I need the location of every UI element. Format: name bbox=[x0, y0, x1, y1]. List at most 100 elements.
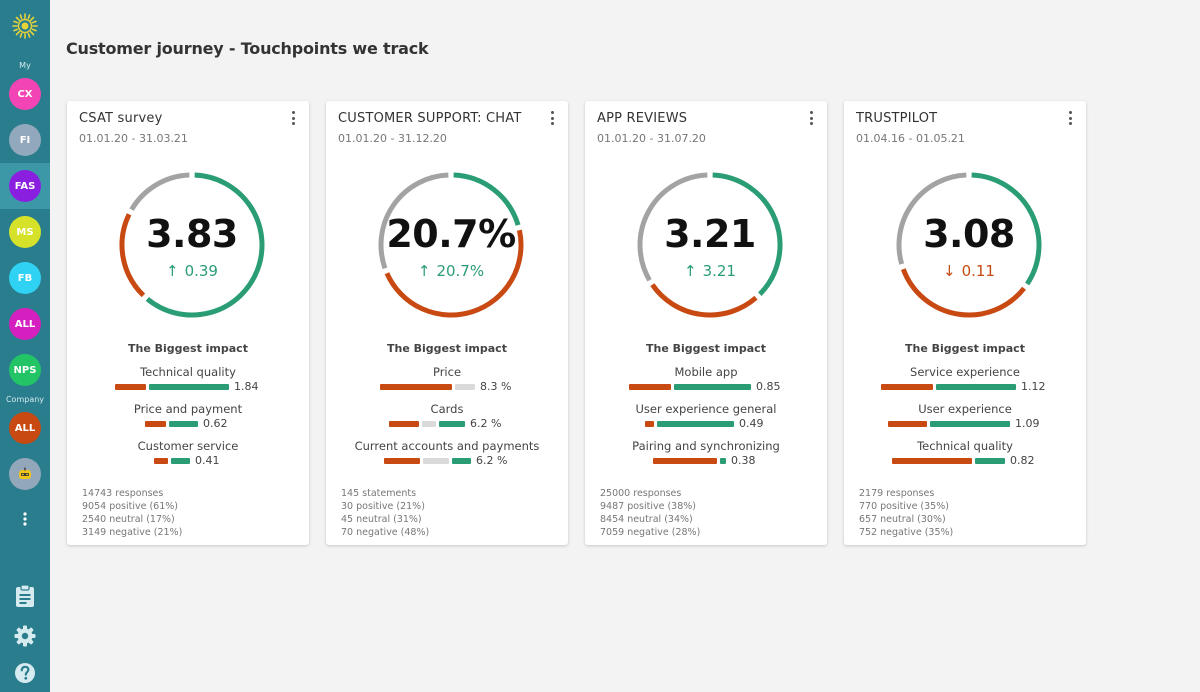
positive-bar bbox=[930, 421, 1010, 427]
stat-line: 657 neutral (30%) bbox=[859, 514, 946, 525]
sidebar-item-my-4[interactable]: FB bbox=[0, 255, 50, 301]
positive-arc bbox=[145, 172, 265, 318]
score-gauge: 3.21 ↑ 3.21 bbox=[635, 170, 785, 320]
card-date-range: 01.01.20 - 31.03.21 bbox=[79, 132, 188, 145]
card-menu-icon[interactable] bbox=[546, 110, 558, 126]
response-stats: 2179 responses 770 positive (35%) 657 neut… bbox=[859, 487, 953, 539]
driver-bars-0: 1.84 bbox=[67, 380, 309, 393]
driver-value: 0.41 bbox=[195, 454, 220, 467]
sidebar-item-label: NPS bbox=[9, 354, 41, 386]
positive-arc bbox=[453, 172, 521, 226]
card-title: CSAT survey bbox=[79, 111, 163, 126]
stat-line: 3149 negative (21%) bbox=[82, 527, 183, 538]
help-icon[interactable] bbox=[12, 660, 38, 686]
sidebar-item-label: MS bbox=[9, 216, 41, 248]
stat-line: 770 positive (35%) bbox=[859, 501, 949, 512]
touchpoint-card[interactable]: CSAT survey 01.01.20 - 31.03.21 3.83 ↑ 0.3… bbox=[67, 101, 309, 545]
negative-arc bbox=[384, 229, 524, 318]
sidebar-item-label: ALL bbox=[9, 308, 41, 340]
score-delta: ↑ 3.21 bbox=[635, 262, 785, 280]
positive-bar bbox=[452, 458, 471, 464]
touchpoint-card[interactable]: TRUSTPILOT 01.04.16 - 01.05.21 3.08 ↓ 0.11… bbox=[844, 101, 1086, 545]
sidebar-item-company-1[interactable] bbox=[0, 451, 50, 497]
score-value: 3.83 bbox=[146, 212, 238, 256]
impact-title: The Biggest impact bbox=[387, 342, 507, 355]
driver-value: 0.62 bbox=[203, 417, 228, 430]
touchpoint-card[interactable]: APP REVIEWS 01.01.20 - 31.07.20 3.21 ↑ 3.2… bbox=[585, 101, 827, 545]
negative-bar bbox=[145, 421, 166, 427]
sidebar-item-my-3[interactable]: MS bbox=[0, 209, 50, 255]
card-date-range: 01.04.16 - 01.05.21 bbox=[856, 132, 965, 145]
delta-value: 20.7% bbox=[436, 262, 485, 280]
gear-icon[interactable] bbox=[12, 623, 38, 649]
clipboard-icon[interactable] bbox=[12, 583, 38, 609]
stat-line: 7059 negative (28%) bbox=[600, 527, 701, 538]
driver-value: 8.3 % bbox=[480, 380, 512, 393]
sidebar-item-my-0[interactable]: CX bbox=[0, 71, 50, 117]
score-delta: ↑ 0.39 bbox=[117, 262, 267, 280]
driver-bars-1: 1.09 bbox=[844, 417, 1086, 430]
driver-label: Cards bbox=[430, 402, 464, 416]
sidebar-item-label: FAS bbox=[9, 170, 41, 202]
stat-line: 14743 responses bbox=[82, 488, 164, 499]
stat-line: 45 neutral (31%) bbox=[341, 514, 422, 525]
driver-label: User experience general bbox=[635, 402, 777, 416]
negative-bar bbox=[892, 458, 972, 464]
driver-bars-2: 0.41 bbox=[67, 454, 309, 467]
arrow-up-icon: ↑ bbox=[166, 262, 179, 280]
neutral-bar bbox=[423, 458, 449, 464]
sidebar-item-company-0[interactable]: ALL bbox=[0, 405, 50, 451]
negative-arc bbox=[900, 268, 1027, 318]
score-value: 3.08 bbox=[923, 212, 1015, 256]
neutral-arc bbox=[129, 172, 190, 211]
more-vertical-icon[interactable] bbox=[15, 508, 35, 530]
card-title: CUSTOMER SUPPORT: CHAT bbox=[338, 111, 522, 126]
driver-value: 0.85 bbox=[756, 380, 781, 393]
sidebar-item-my-6[interactable]: NPS bbox=[0, 347, 50, 393]
sun-logo-icon[interactable] bbox=[12, 13, 38, 39]
touchpoint-card[interactable]: CUSTOMER SUPPORT: CHAT 01.01.20 - 31.12.2… bbox=[326, 101, 568, 545]
sidebar-item-my-5[interactable]: ALL bbox=[0, 301, 50, 347]
response-stats: 25000 responses 9487 positive (38%) 8454 n… bbox=[600, 487, 700, 539]
stat-line: 70 negative (48%) bbox=[341, 527, 430, 538]
company-section-label: Company bbox=[5, 395, 45, 404]
driver-label: Price bbox=[432, 365, 462, 379]
card-menu-icon[interactable] bbox=[287, 110, 299, 126]
response-stats: 14743 responses 9054 positive (61%) 2540 n… bbox=[82, 487, 182, 539]
positive-bar bbox=[674, 384, 751, 390]
driver-value: 1.12 bbox=[1021, 380, 1046, 393]
positive-arc bbox=[712, 172, 783, 296]
page-title: Customer journey - Touchpoints we track bbox=[66, 39, 429, 58]
robot-icon bbox=[9, 458, 41, 490]
positive-bar bbox=[720, 458, 726, 464]
negative-bar bbox=[389, 421, 419, 427]
score-gauge: 3.83 ↑ 0.39 bbox=[117, 170, 267, 320]
positive-bar bbox=[171, 458, 190, 464]
arrow-down-icon: ↓ bbox=[943, 262, 956, 280]
neutral-arc bbox=[378, 172, 449, 270]
card-menu-icon[interactable] bbox=[1064, 110, 1076, 126]
driver-value: 6.2 % bbox=[476, 454, 508, 467]
driver-bars-2: 0.82 bbox=[844, 454, 1086, 467]
sidebar-item-my-2[interactable]: FAS bbox=[0, 163, 50, 209]
stat-line: 9487 positive (38%) bbox=[600, 501, 697, 512]
negative-bar bbox=[653, 458, 717, 464]
negative-bar bbox=[645, 421, 654, 427]
positive-arc bbox=[971, 172, 1042, 286]
driver-label: Service experience bbox=[910, 365, 1020, 379]
negative-bar bbox=[380, 384, 452, 390]
sidebar-item-my-1[interactable]: FI bbox=[0, 117, 50, 163]
driver-bars-0: 1.12 bbox=[844, 380, 1086, 393]
impact-title: The Biggest impact bbox=[128, 342, 248, 355]
score-value: 3.21 bbox=[664, 212, 756, 256]
sentiment-donut bbox=[637, 172, 783, 318]
card-title: APP REVIEWS bbox=[597, 111, 688, 126]
card-menu-icon[interactable] bbox=[805, 110, 817, 126]
positive-bar bbox=[149, 384, 229, 390]
driver-label: Price and payment bbox=[133, 402, 243, 416]
card-date-range: 01.01.20 - 31.12.20 bbox=[338, 132, 447, 145]
delta-value: 0.11 bbox=[961, 262, 995, 280]
stat-line: 2179 responses bbox=[859, 488, 935, 499]
driver-value: 0.82 bbox=[1010, 454, 1035, 467]
negative-arc bbox=[650, 283, 758, 318]
